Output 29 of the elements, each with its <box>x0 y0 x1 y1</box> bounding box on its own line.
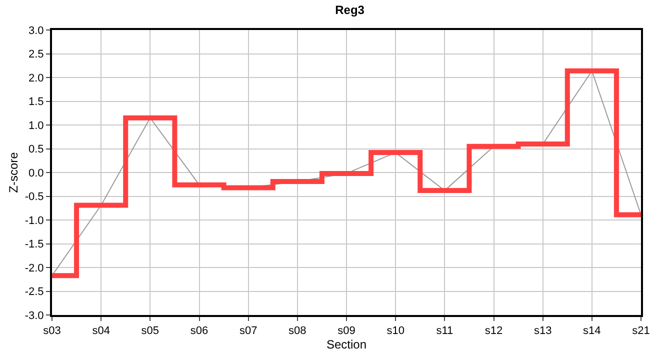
x-tick-label: s09 <box>338 325 356 338</box>
y-axis-title: Z-score <box>6 152 21 193</box>
y-tick-label: -1.0 <box>24 214 44 227</box>
x-tick-label: s07 <box>239 325 258 338</box>
y-tick-label: -2.5 <box>24 286 44 298</box>
x-tick-label: s13 <box>534 325 552 338</box>
y-tick-label: 2.5 <box>28 48 44 61</box>
y-tick-label: -1.5 <box>24 238 44 251</box>
y-tick-label: 0.5 <box>28 144 44 156</box>
y-tick-label: -2.0 <box>24 262 44 274</box>
x-tick-label: s08 <box>288 325 306 338</box>
x-tick-label: s21 <box>632 325 650 338</box>
y-tick-label: -0.5 <box>24 191 44 204</box>
x-axis-title: Section <box>326 338 367 352</box>
x-tick-label: s05 <box>141 325 160 338</box>
y-tick-label: 3.0 <box>28 24 44 37</box>
x-tick-label: s10 <box>386 325 404 338</box>
y-tick-label: -3.0 <box>24 310 44 322</box>
y-tick-label: 1.5 <box>28 96 44 108</box>
x-tick-label: s06 <box>190 325 208 338</box>
chart-title: Reg3 <box>335 2 365 17</box>
x-tick-label: s12 <box>484 325 503 338</box>
x-tick-label: s03 <box>43 325 61 338</box>
x-tick-label: s11 <box>436 325 454 338</box>
y-tick-label: 2.0 <box>28 72 44 84</box>
y-tick-label: 0.0 <box>28 167 44 180</box>
x-tick-label: s14 <box>583 325 601 338</box>
y-tick-label: 1.0 <box>28 120 44 132</box>
x-tick-label: s04 <box>92 325 110 338</box>
